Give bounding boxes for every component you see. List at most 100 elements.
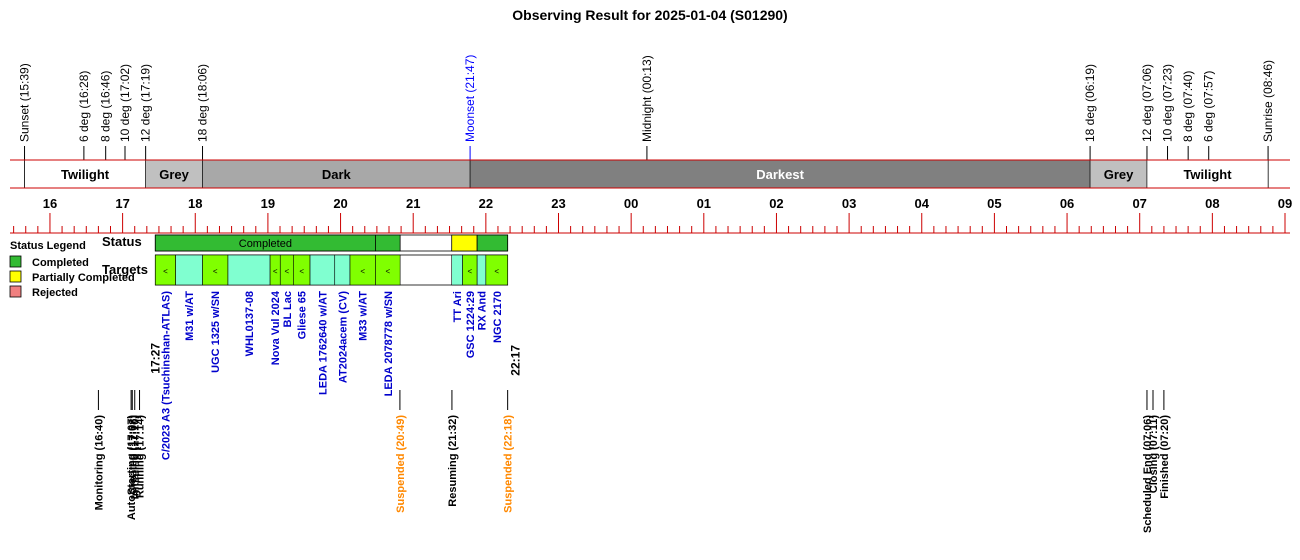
legend-swatch [9,255,22,268]
sky-phase-label: Grey [1104,167,1134,182]
axis-tick-label: 05 [987,196,1001,211]
targets-row: Targets < < < < < < < < < [102,254,509,286]
axis-tick-label: 01 [697,196,711,211]
legend-item-label: Rejected [32,287,78,299]
sky-event-label: 18 deg (06:19) [1083,64,1097,142]
sky-event-label: 8 deg (16:46) [99,71,113,142]
sky-events: Sunset (15:39) 6 deg (16:28) 8 deg (16:46)… [18,55,1275,188]
system-event-label: Scheduled End (07:06) [1142,415,1154,533]
status-bar [476,234,509,252]
sky-phase-segment [469,159,1091,189]
sky-event-label: Sunset (15:39) [18,63,32,142]
axis-tick-label: 03 [842,196,856,211]
target-labels: C/2023 A3 (Tsuchinshan-ATLAS) M31 w/AT UGC… [148,290,522,460]
start-time-label: 17:27 [148,343,162,374]
target-name-label: AT2024acem (CV) [337,291,349,383]
target-block [485,254,508,286]
status-bar-label: Completed [239,238,292,250]
sky-phase-label: Twilight [1183,167,1232,182]
target-marker: < [299,267,304,276]
sky-phase-label: Darkest [756,167,804,182]
system-event-label: Suspended (22:18) [503,415,515,513]
target-marker: < [163,267,168,276]
target-name-label: M33 w/AT [358,291,370,341]
system-event-label: Closing (07:11) [1148,415,1160,494]
axis-tick-label: 00 [624,196,638,211]
sky-event-label: Midnight (00:13) [640,55,654,142]
target-name-label: RX And [476,291,488,330]
target-name-label: C/2023 A3 (Tsuchinshan-ATLAS) [160,291,172,460]
sky-phase-label: Twilight [61,167,110,182]
status-row-label: Status [102,234,142,249]
system-event-label: Resuming (21:32) [447,415,459,507]
target-marker: < [360,267,365,276]
target-name-label: BL Lac [282,291,294,327]
target-block [476,254,487,286]
target-block [202,254,229,286]
target-name-label: LEDA 2078778 w/SN [383,291,395,396]
sky-event-label: 8 deg (07:40) [1181,71,1195,142]
target-name-label: TT Ari [452,291,464,322]
target-marker: < [284,267,289,276]
status-legend: Status Legend Completed Partially Complete… [9,240,135,299]
target-name-label: Gliese 65 [297,291,309,339]
status-row: Status Completed [102,234,509,252]
sky-event-label: Sunrise (08:46) [1261,60,1275,142]
legend-title: Status Legend [10,240,86,252]
axis-tick-label: 23 [551,196,565,211]
sky-event-label: 12 deg (17:19) [139,64,153,142]
sky-phase-label: Dark [322,167,352,182]
axis-tick-label: 07 [1132,196,1146,211]
target-name-label: UGC 1325 w/SN [210,291,222,373]
system-event-label: Finished (07:20) [1159,415,1171,499]
sky-event-label: 6 deg (07:57) [1202,71,1216,142]
sky-phase-segment [1146,159,1269,189]
target-name-label: M31 w/AT [184,291,196,341]
target-marker: < [385,267,390,276]
target-name-label: Nova Vul 2024 [270,290,282,365]
legend-swatch [9,285,22,298]
target-block [334,254,351,286]
target-block [349,254,376,286]
axis-tick-label: 08 [1205,196,1219,211]
sky-phase-band: Twilight Grey Dark Darkest Grey Twilight [10,159,1290,189]
sky-event-label: 12 deg (07:06) [1140,64,1154,142]
axis-tick-label: 22 [479,196,493,211]
system-events: Monitoring (16:40) AutoStarting (17:07)Cr… [93,390,1171,533]
sky-event-label: 18 deg (18:06) [196,64,210,142]
end-time-label: 22:17 [509,345,523,376]
status-bar [451,234,478,252]
legend-item-label: Partially Completed [32,272,135,284]
target-name-label: LEDA 1762640 w/AT [317,291,329,395]
sky-event-label: 10 deg (17:02) [118,64,132,142]
axis-tick-label: 06 [1060,196,1074,211]
status-bar [375,234,401,252]
target-block [175,254,203,286]
sky-event-label: 6 deg (16:28) [77,71,91,142]
target-name-label: WHL0137-08 [244,291,256,356]
target-name-label: GSC 1224:29 [465,291,477,358]
target-block [375,254,401,286]
system-event-label: Suspended (20:49) [395,415,407,513]
system-event-label: Created (17:08) [127,415,139,495]
legend-swatch [9,270,22,283]
sky-phase-label: Grey [159,167,189,182]
legend-item-label: Completed [32,257,89,269]
sky-phase-segment [1089,159,1148,189]
target-marker: < [494,267,499,276]
target-block [451,254,463,286]
system-event-label: Running (17:14) [135,415,147,498]
axis-tick-label: 09 [1278,196,1292,211]
system-event-label: Initiating (17:10) [130,415,142,500]
axis-tick-label: 20 [333,196,347,211]
sky-event-label: 10 deg (07:23) [1161,64,1175,142]
target-block [309,254,336,286]
target-block [227,254,271,286]
targets-row-label: Targets [102,262,148,277]
sky-event-label: Moonset (21:47) [463,55,477,142]
axis-tick-label: 21 [406,196,420,211]
chart-title: Observing Result for 2025-01-04 (S01290) [512,7,787,23]
axis-tick-label: 02 [769,196,783,211]
target-marker: < [468,267,473,276]
